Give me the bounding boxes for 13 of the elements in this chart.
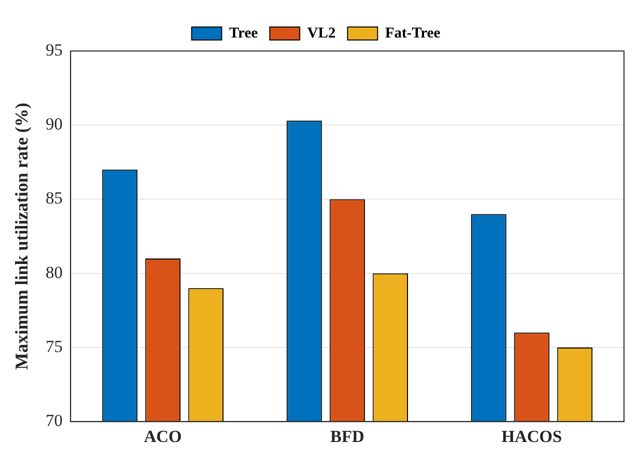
y-tick-label: 95 <box>46 40 63 60</box>
y-tick-label: 90 <box>46 114 63 134</box>
y-tick-label: 75 <box>46 336 63 356</box>
x-tick-label: HACOS <box>502 427 562 446</box>
y-tick-label: 70 <box>46 411 63 430</box>
y-axis-title: Maximum link utilization rate (%) <box>11 102 32 370</box>
x-tick-label: ACO <box>144 427 182 446</box>
legend-label: VL2 <box>307 25 336 42</box>
y-tick-label: 85 <box>46 188 63 208</box>
x-tick-label: BFD <box>330 427 364 446</box>
y-tick-label: 80 <box>46 262 63 282</box>
legend-label: Fat-Tree <box>385 25 441 42</box>
legend-label: Tree <box>229 25 258 42</box>
